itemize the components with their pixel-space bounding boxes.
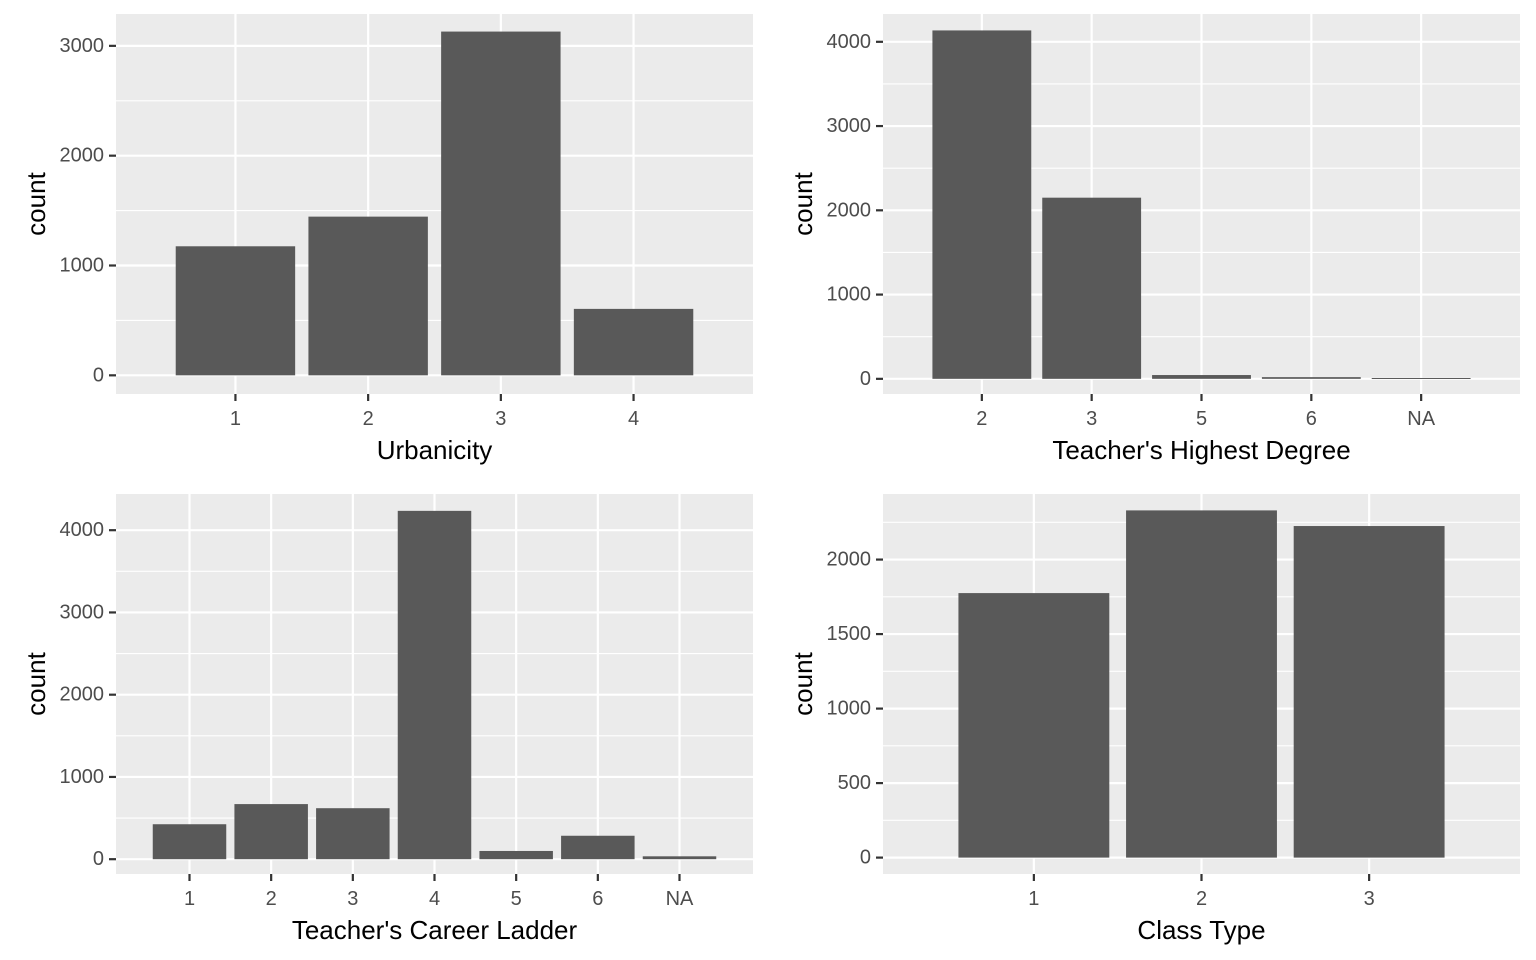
bar-class-type-1 [958,593,1110,858]
bar-urbanicity-4 [573,308,694,376]
y-tick-label: 2000 [827,549,872,571]
y-tick-label: 3000 [60,35,105,57]
bar-teacher-career-ladder-NA [642,856,717,860]
x-tick-label: 3 [347,888,358,910]
y-axis-title: count [788,651,818,715]
bar-teacher-highest-degree-3 [1042,197,1142,379]
bar-urbanicity-1 [175,246,296,376]
bar-teacher-career-ladder-3 [316,808,390,860]
bar-teacher-career-ladder-5 [479,850,553,860]
panel-urbanicity: 0 1000 2000 3000 1 2 3 4 Urbanicity count [21,14,753,465]
y-tick-label: 2000 [827,199,872,221]
bar-teacher-career-ladder-6 [561,835,635,860]
panel-teacher-highest-degree: 0 1000 2000 3000 4000 2 3 5 6 NA Teacher's Highest… [788,14,1520,465]
bar-urbanicity-3 [441,31,561,376]
y-tick-label: 0 [93,364,104,386]
x-tick-label: 3 [495,408,506,430]
x-tick-label: 4 [429,888,440,910]
y-tick-label: 3000 [60,601,105,623]
y-tick-label: 4000 [60,519,105,541]
y-tick-label: 3000 [827,115,872,137]
y-tick-label: 1500 [827,623,872,645]
bar-teacher-career-ladder-1 [152,824,227,860]
x-tick-label: NA [1407,408,1435,430]
y-tick-label: 0 [93,848,104,870]
y-axis-title: count [21,171,51,235]
panel-teacher-career-ladder: 0 1000 2000 3000 4000 1 2 3 4 5 6 NA Teacher's Caree… [21,494,753,945]
bar-urbanicity-2 [308,216,428,376]
y-tick-label: 0 [860,368,871,390]
x-tick-label: 6 [1306,408,1317,430]
x-tick-label: 1 [184,888,195,910]
bar-teacher-career-ladder-2 [234,804,308,860]
x-tick-label: 5 [1196,408,1207,430]
y-tick-label: 500 [838,772,871,794]
x-tick-label: 6 [592,888,603,910]
bar-teacher-career-ladder-4 [397,510,472,860]
y-tick-label: 1000 [827,284,872,306]
bar-class-type-3 [1293,526,1445,858]
y-tick-label: 1000 [827,698,872,720]
x-tick-label: 2 [976,408,987,430]
bar-teacher-highest-degree-5 [1152,375,1251,379]
y-tick-label: 0 [860,847,871,869]
bar-teacher-highest-degree-6 [1261,377,1361,379]
bar-teacher-highest-degree-2 [932,30,1032,379]
panel-class-type: 0 500 1000 1500 2000 1 2 3 Class Type count [788,494,1520,945]
x-axis-title: Urbanicity [377,435,493,465]
x-axis-title: Teacher's Career Ladder [292,915,578,945]
x-tick-label: 1 [230,408,241,430]
x-tick-label: 3 [1364,888,1375,910]
x-tick-label: 4 [628,408,639,430]
x-tick-label: 3 [1086,408,1097,430]
x-tick-label: NA [666,888,694,910]
x-tick-label: 2 [363,408,374,430]
y-tick-label: 1000 [60,255,105,277]
bar-class-type-2 [1126,510,1277,858]
x-tick-label: 2 [266,888,277,910]
y-axis-title: count [788,171,818,235]
x-axis-title: Class Type [1137,915,1265,945]
x-tick-label: 2 [1196,888,1207,910]
y-tick-label: 2000 [60,145,105,167]
y-axis-title: count [21,651,51,715]
x-tick-label: 1 [1028,888,1039,910]
x-tick-label: 5 [511,888,522,910]
y-tick-label: 2000 [60,684,105,706]
y-tick-label: 4000 [827,31,872,53]
x-axis-title: Teacher's Highest Degree [1052,435,1350,465]
y-tick-label: 1000 [60,766,105,788]
bar-teacher-highest-degree-NA [1371,377,1471,379]
